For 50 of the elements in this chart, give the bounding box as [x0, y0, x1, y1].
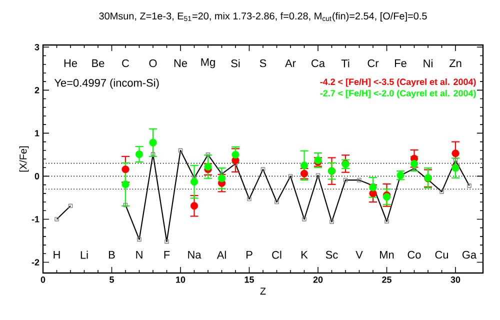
annotation: B	[109, 251, 115, 259]
annotation: O	[149, 59, 157, 68]
annotation: Cl	[272, 250, 282, 259]
annotation: H	[54, 251, 60, 259]
annotation: P	[246, 251, 252, 259]
annotation: Cr	[368, 59, 379, 68]
x-tick-label: 5	[110, 276, 114, 283]
y-tick-label: 0	[34, 173, 40, 180]
x-tick-label: 20	[313, 276, 323, 283]
text: -2.7 < [Fe/H] <-2.0 (Cayrel et al. 2004)	[320, 90, 476, 98]
annotation: Ne	[174, 59, 188, 68]
annotation: Co	[408, 250, 421, 259]
text: -4.2 < [Fe/H] <-3.5 (Cayrel et al. 2004)	[320, 78, 476, 87]
y-tick-label: 2	[34, 87, 40, 94]
y-axis-title: [X/Fe]	[19, 146, 29, 172]
annotation: V	[356, 251, 363, 259]
annotation: N	[136, 251, 142, 259]
y-tick-label: -2	[32, 259, 40, 266]
x-tick-label: 15	[244, 276, 254, 283]
x-axis-title: Z	[260, 288, 266, 295]
y-tick-label: 3	[34, 44, 40, 50]
y-tick-label: -1	[32, 216, 40, 222]
annotation: Na	[188, 250, 202, 259]
annotation: Mn	[380, 251, 394, 259]
annotation: Sc	[326, 250, 338, 259]
annotation: Ti	[341, 59, 350, 68]
annotation: Ar	[285, 59, 296, 68]
y-tick-label: 1	[35, 130, 40, 136]
annotation: C	[122, 59, 130, 68]
annotation: Cu	[435, 250, 448, 259]
chart-title: 30Msun, Z=1e-3, E$_{51}$=20, mix 1.73-2.86, f=0.28, M$_{cut}$(fin)=2.54, [O/Fe]=0.5	[99, 12, 427, 22]
annotation: K	[302, 251, 308, 259]
annotation: Ye=0.4997 (incom-Si)	[54, 78, 159, 89]
x-tick-label: 25	[382, 276, 392, 283]
annotation: Si	[231, 59, 240, 68]
annotation: He	[64, 59, 78, 68]
annotation: F	[164, 251, 170, 259]
annotation: S	[260, 59, 266, 68]
annotation: Ca	[312, 59, 326, 68]
x-tick-label: 30	[450, 276, 460, 283]
annotation: Al	[216, 250, 226, 259]
annotation: Mg	[201, 58, 215, 68]
annotation: Zn	[449, 59, 462, 68]
annotation: Be	[92, 59, 104, 68]
annotation: Fe	[395, 59, 406, 68]
annotation: Li	[80, 250, 88, 259]
x-tick-label: 0	[40, 276, 46, 283]
x-tick-label: 10	[176, 276, 186, 283]
annotation: Ni	[424, 59, 432, 68]
annotation: Ga	[462, 250, 477, 259]
